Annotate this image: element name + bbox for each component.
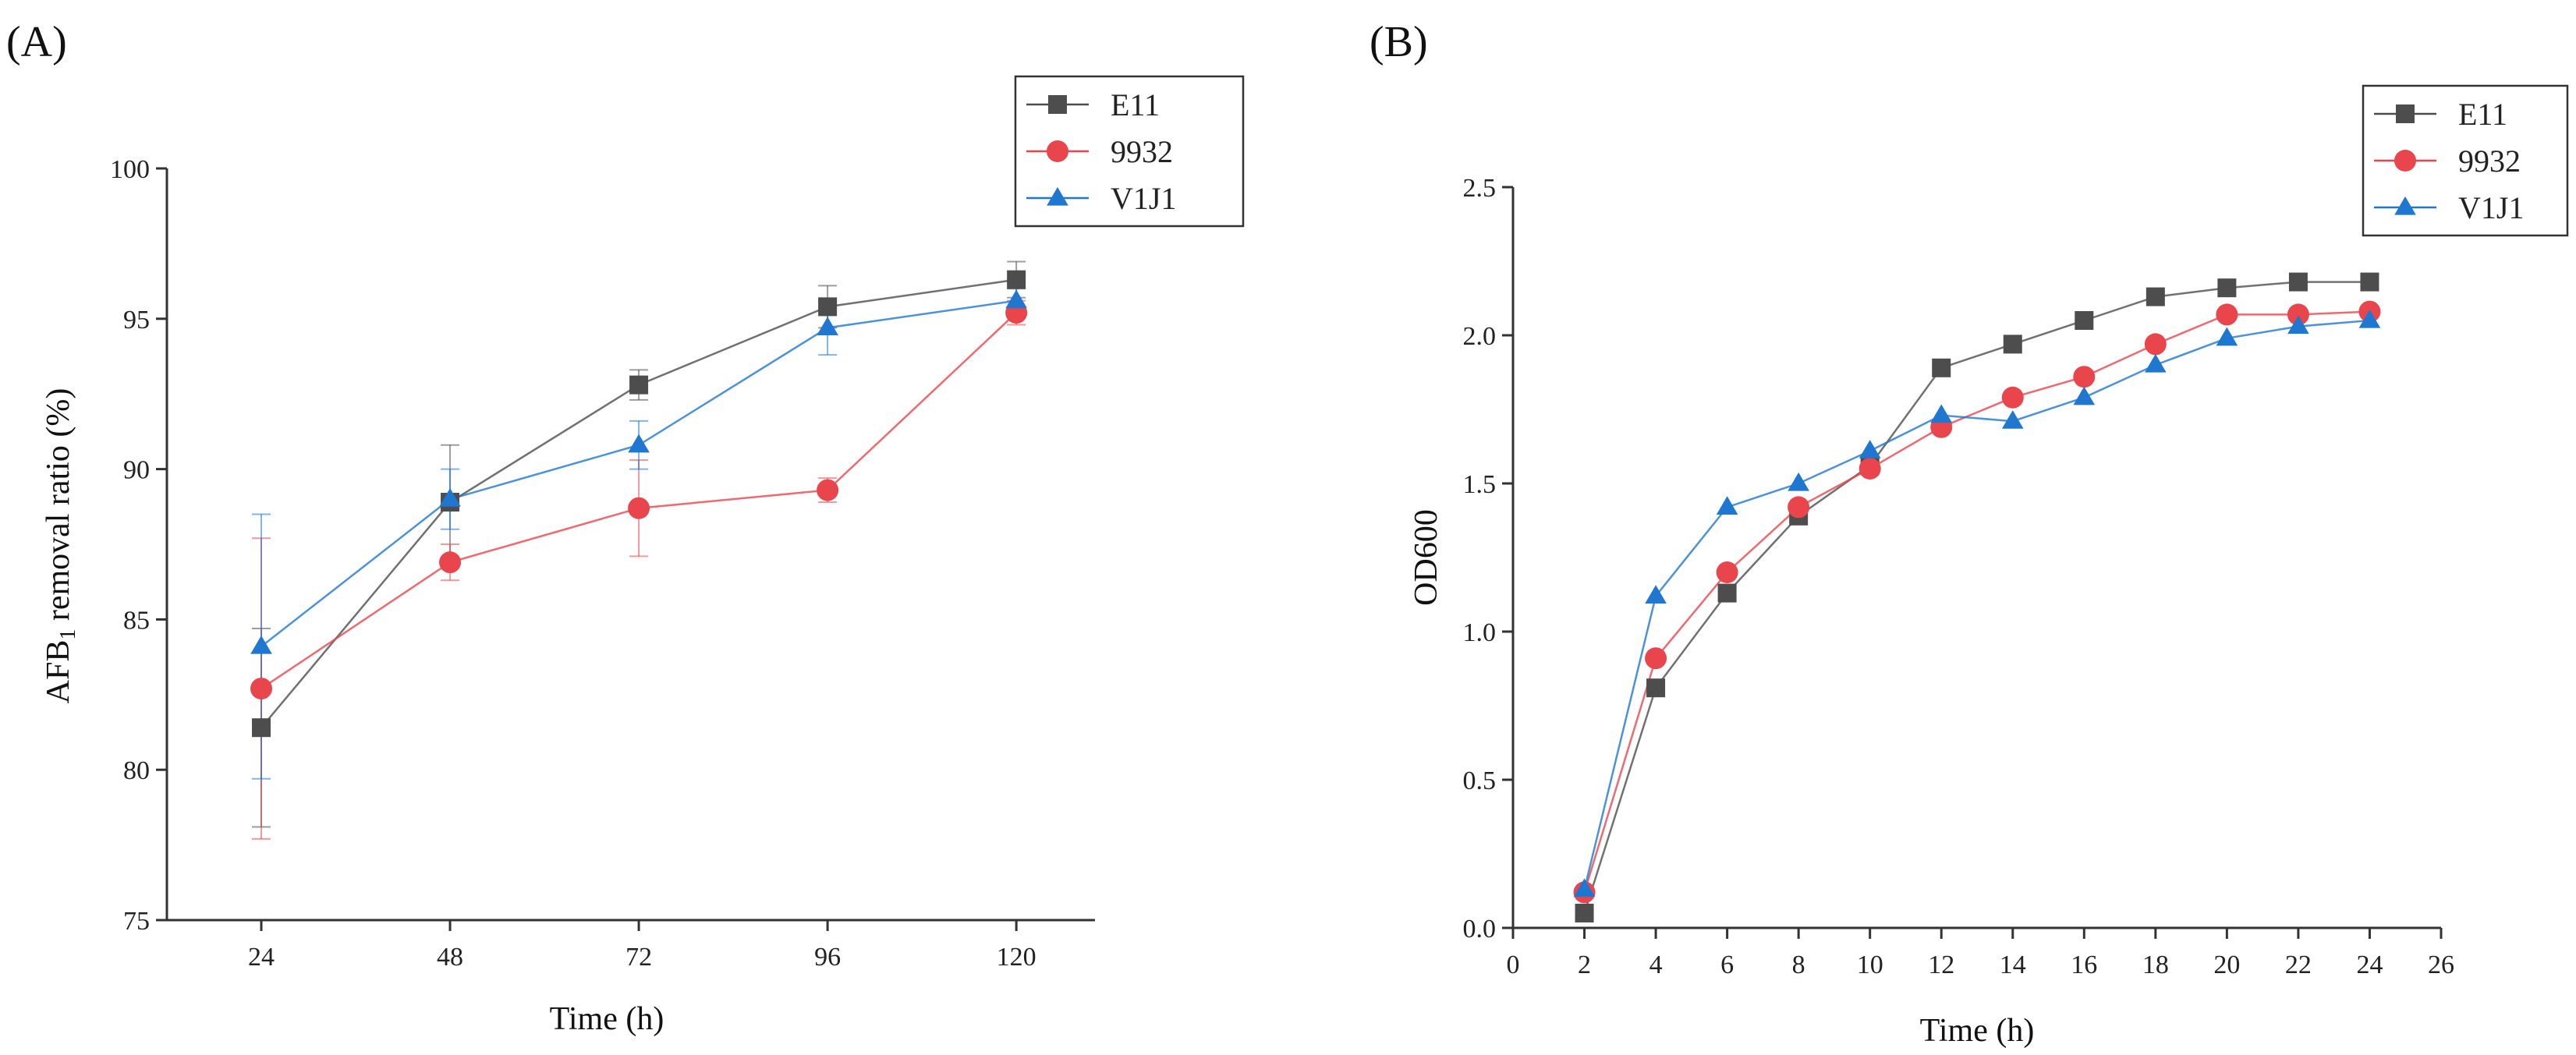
panel-b-series-v1j1-line [1583,319,2370,890]
panel-b-series-9932-point [2216,303,2238,326]
panel-b-legend-entry-9932-label: 9932 [2458,143,2521,179]
panel-a-series-e11-point [1007,270,1026,289]
panel-a-series-9932-point [817,479,839,501]
panel-b-x-tick-label: 20 [2213,951,2240,979]
panel-a-series-9932-point [628,497,650,519]
panel-b-legend-entry-e11-marker [2396,104,2415,123]
panel-a-y-tick-label: 95 [123,306,150,335]
panel-b-x-tick-label: 22 [2285,951,2312,979]
panel-b-series-v1j1-point [1645,585,1667,604]
panel-b-series-9932-point [2073,366,2096,388]
panel-b-series-v1j1-point [1573,878,1596,897]
panel-b-series-v1j1-point [2287,315,2309,335]
panel-b-series-v1j1-point [2145,353,2167,373]
panel-a-label: (A) [6,18,67,66]
panel-a-y-tick-label: 100 [110,155,150,184]
panel-b-series-e11-point [2145,287,2165,306]
panel-a-series-v1j1-point [439,488,461,507]
panel-b-series-e11-point [2360,272,2379,292]
panel-b-series-v1j1-point [2358,309,2381,328]
panel-b-y-tick-label: 2.5 [1463,174,1497,203]
panel-a-x-tick-label: 48 [437,943,463,972]
panel-b-series-e11-line [1583,281,2370,914]
panel-b-y-tick-label: 0.0 [1463,915,1497,943]
panel-b-x-tick-label: 6 [1720,951,1734,979]
panel-b-y-axis-label: OD600 [1408,509,1444,606]
panel-b-series-e11-point [1646,678,1666,698]
panel-a-legend-entry-e11-marker [1048,95,1067,114]
panel-a-x-tick-label: 96 [814,943,841,972]
panel-a-series-v1j1-point [1005,289,1027,309]
panel-b-series-e11-point [1932,358,1951,377]
panel-b-series-e11-point [2288,272,2308,292]
panel-b-series-e11-point [1717,583,1737,603]
panel-b-series-e11-point [1575,904,1594,922]
panel-b-y-tick-label: 0.5 [1463,766,1497,795]
panel-a-series-e11-point [629,375,649,395]
panel-a-y-tick-label: 90 [123,456,150,485]
panel-b-series-e11-point [2075,311,2094,330]
panel-a-y-tick-label: 85 [123,606,150,635]
panel-a-legend-entry-v1j1-marker [1047,186,1068,206]
panel-a-x-tick-label: 24 [248,943,275,972]
panel-a-series-9932-point [439,551,462,574]
panel-b-series-9932-point [1858,458,1881,480]
panel-b-series-v1j1-point [2216,327,2238,346]
panel-b-series-9932-point [1645,647,1667,670]
panel-b-series-9932-line [1583,310,2370,893]
panel-b-y-tick-label: 2.0 [1463,322,1497,351]
panel-b-series-e11-point [2217,278,2237,298]
panel-b-series-v1j1-point [2073,386,2096,405]
panel-b-y-tick-label: 1.0 [1463,618,1497,647]
panel-a-series-v1j1-point [628,434,650,453]
panel-b-y-tick-label: 1.5 [1463,470,1497,499]
panel-b-series-v1j1-point [1858,440,1881,458]
panel-a-x-tick-label: 120 [997,943,1036,972]
panel-b-series-v1j1-point [1788,472,1809,491]
panel-a-x-tick-label: 72 [625,943,652,972]
panel-b-series-9932-point [1788,496,1810,519]
panel-b-series-v1j1-point [1716,496,1738,515]
panel-b-label: (B) [1369,18,1428,66]
panel-b-legend-entry-9932-marker [2394,150,2416,172]
panel-a-series-v1j1-point [250,635,272,654]
panel-b-series-9932-point [2144,333,2167,356]
panel-a-series-e11-point [818,297,838,317]
panel-a-legend-entry-e11-label: E11 [1111,87,1160,122]
panel-b-series-e11-point [2003,335,2022,354]
panel-a-x-axis-label: Time (h) [550,1001,664,1037]
panel-a-legend-entry-v1j1-label: V1J1 [1111,181,1176,216]
panel-b-x-tick-label: 24 [2356,951,2383,979]
panel-a-series-e11-point [252,718,271,738]
panel-b-x-tick-label: 10 [1857,951,1883,979]
panel-b-x-axis-label: Time (h) [1920,1013,2035,1049]
panel-b-x-tick-label: 12 [1928,951,1954,979]
panel-b-legend-entry-e11-label: E11 [2458,97,2507,132]
panel-b-x-tick-label: 0 [1507,951,1520,979]
panel-a-legend-entry-9932-marker [1047,140,1068,162]
panel-b-series-v1j1-point [1930,404,1953,423]
panel-b-x-tick-label: 8 [1792,951,1805,979]
panel-a-series-v1j1-point [817,317,838,335]
panel-b-x-tick-label: 4 [1649,951,1663,979]
panel-a-legend-entry-9932-label: 9932 [1111,134,1173,169]
panel-a-y-axis-label: AFB1 removal ratio (%) [41,388,80,704]
panel-b-series-v1j1-point [2001,410,2024,429]
panel-b-x-tick-label: 2 [1578,951,1591,979]
panel-a-y-tick-label: 80 [123,756,150,785]
panel-b-x-tick-label: 14 [2000,951,2026,979]
panel-b-series-9932-point [2287,303,2309,326]
panel-b-x-tick-label: 18 [2142,951,2169,979]
panel-b-x-tick-label: 26 [2428,951,2454,979]
panel-a-series-9932-point [250,678,273,700]
panel-a-y-tick-label: 75 [123,907,150,936]
panel-b-series-9932-point [2001,386,2024,409]
panel-b-series-9932-point [1716,561,1738,583]
panel-b-x-tick-label: 16 [2071,951,2097,979]
panel-b-legend-entry-v1j1-marker [2394,196,2416,215]
panel-b-legend-entry-v1j1-label: V1J1 [2458,190,2524,225]
